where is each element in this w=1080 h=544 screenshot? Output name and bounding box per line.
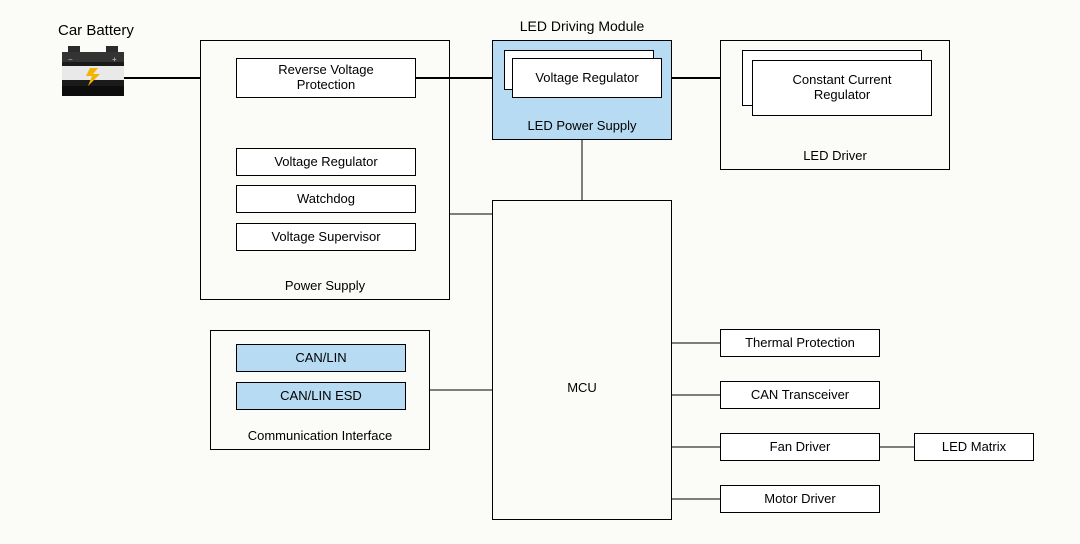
node-led-ps-vr-front: Voltage Regulator <box>512 58 662 98</box>
node-text-cantx: CAN Transceiver <box>751 388 849 403</box>
node-fan-driver: Fan Driver <box>720 433 880 461</box>
node-text-ccr: Constant CurrentRegulator <box>793 73 892 103</box>
caption-text-comm-interface: Communication Interface <box>248 428 393 443</box>
car-battery-icon: − + <box>62 46 124 96</box>
node-voltage-regulator-ps: Voltage Regulator <box>236 148 416 176</box>
group-caption-power-supply: Power Supply <box>200 278 450 293</box>
node-motor-driver: Motor Driver <box>720 485 880 513</box>
node-led-drv-front: Constant CurrentRegulator <box>752 60 932 116</box>
group-caption-led-power-supply: LED Power Supply <box>492 118 672 133</box>
caption-text-power-supply: Power Supply <box>285 278 365 293</box>
node-text-ledpsvr: Voltage Regulator <box>535 71 638 86</box>
node-text-vs: Voltage Supervisor <box>271 230 380 245</box>
svg-text:−: − <box>68 55 73 64</box>
car-battery-text: Car Battery <box>58 22 134 39</box>
caption-text-led-power-supply: LED Power Supply <box>527 118 636 133</box>
diagram-title: LED Driving Module <box>492 18 672 34</box>
node-text-canlinesd: CAN/LIN ESD <box>280 389 362 404</box>
node-voltage-supervisor: Voltage Supervisor <box>236 223 416 251</box>
node-text-vrps: Voltage Regulator <box>274 155 377 170</box>
node-text-fan: Fan Driver <box>770 440 831 455</box>
node-text-watchdog: Watchdog <box>297 192 355 207</box>
node-text-rvp: Reverse VoltageProtection <box>278 63 373 93</box>
svg-text:+: + <box>112 55 117 64</box>
diagram-title-text: LED Driving Module <box>520 18 645 34</box>
node-watchdog: Watchdog <box>236 185 416 213</box>
node-text-canlin: CAN/LIN <box>295 351 346 366</box>
group-caption-comm-interface: Communication Interface <box>210 428 430 443</box>
car-battery-label: Car Battery <box>58 22 134 39</box>
node-can-transceiver: CAN Transceiver <box>720 381 880 409</box>
caption-text-mcu: MCU <box>567 380 597 395</box>
node-led-matrix: LED Matrix <box>914 433 1034 461</box>
node-reverse-voltage-protection: Reverse VoltageProtection <box>236 58 416 98</box>
node-text-motor: Motor Driver <box>764 492 836 507</box>
group-mcu <box>492 200 672 520</box>
caption-text-led-driver: LED Driver <box>803 148 867 163</box>
group-caption-led-driver: LED Driver <box>720 148 950 163</box>
node-can-lin: CAN/LIN <box>236 344 406 372</box>
node-text-ledmatrix: LED Matrix <box>942 440 1006 455</box>
node-text-thermal: Thermal Protection <box>745 336 855 351</box>
node-can-lin-esd: CAN/LIN ESD <box>236 382 406 410</box>
group-caption-mcu: MCU <box>492 380 672 395</box>
node-thermal-protection: Thermal Protection <box>720 329 880 357</box>
